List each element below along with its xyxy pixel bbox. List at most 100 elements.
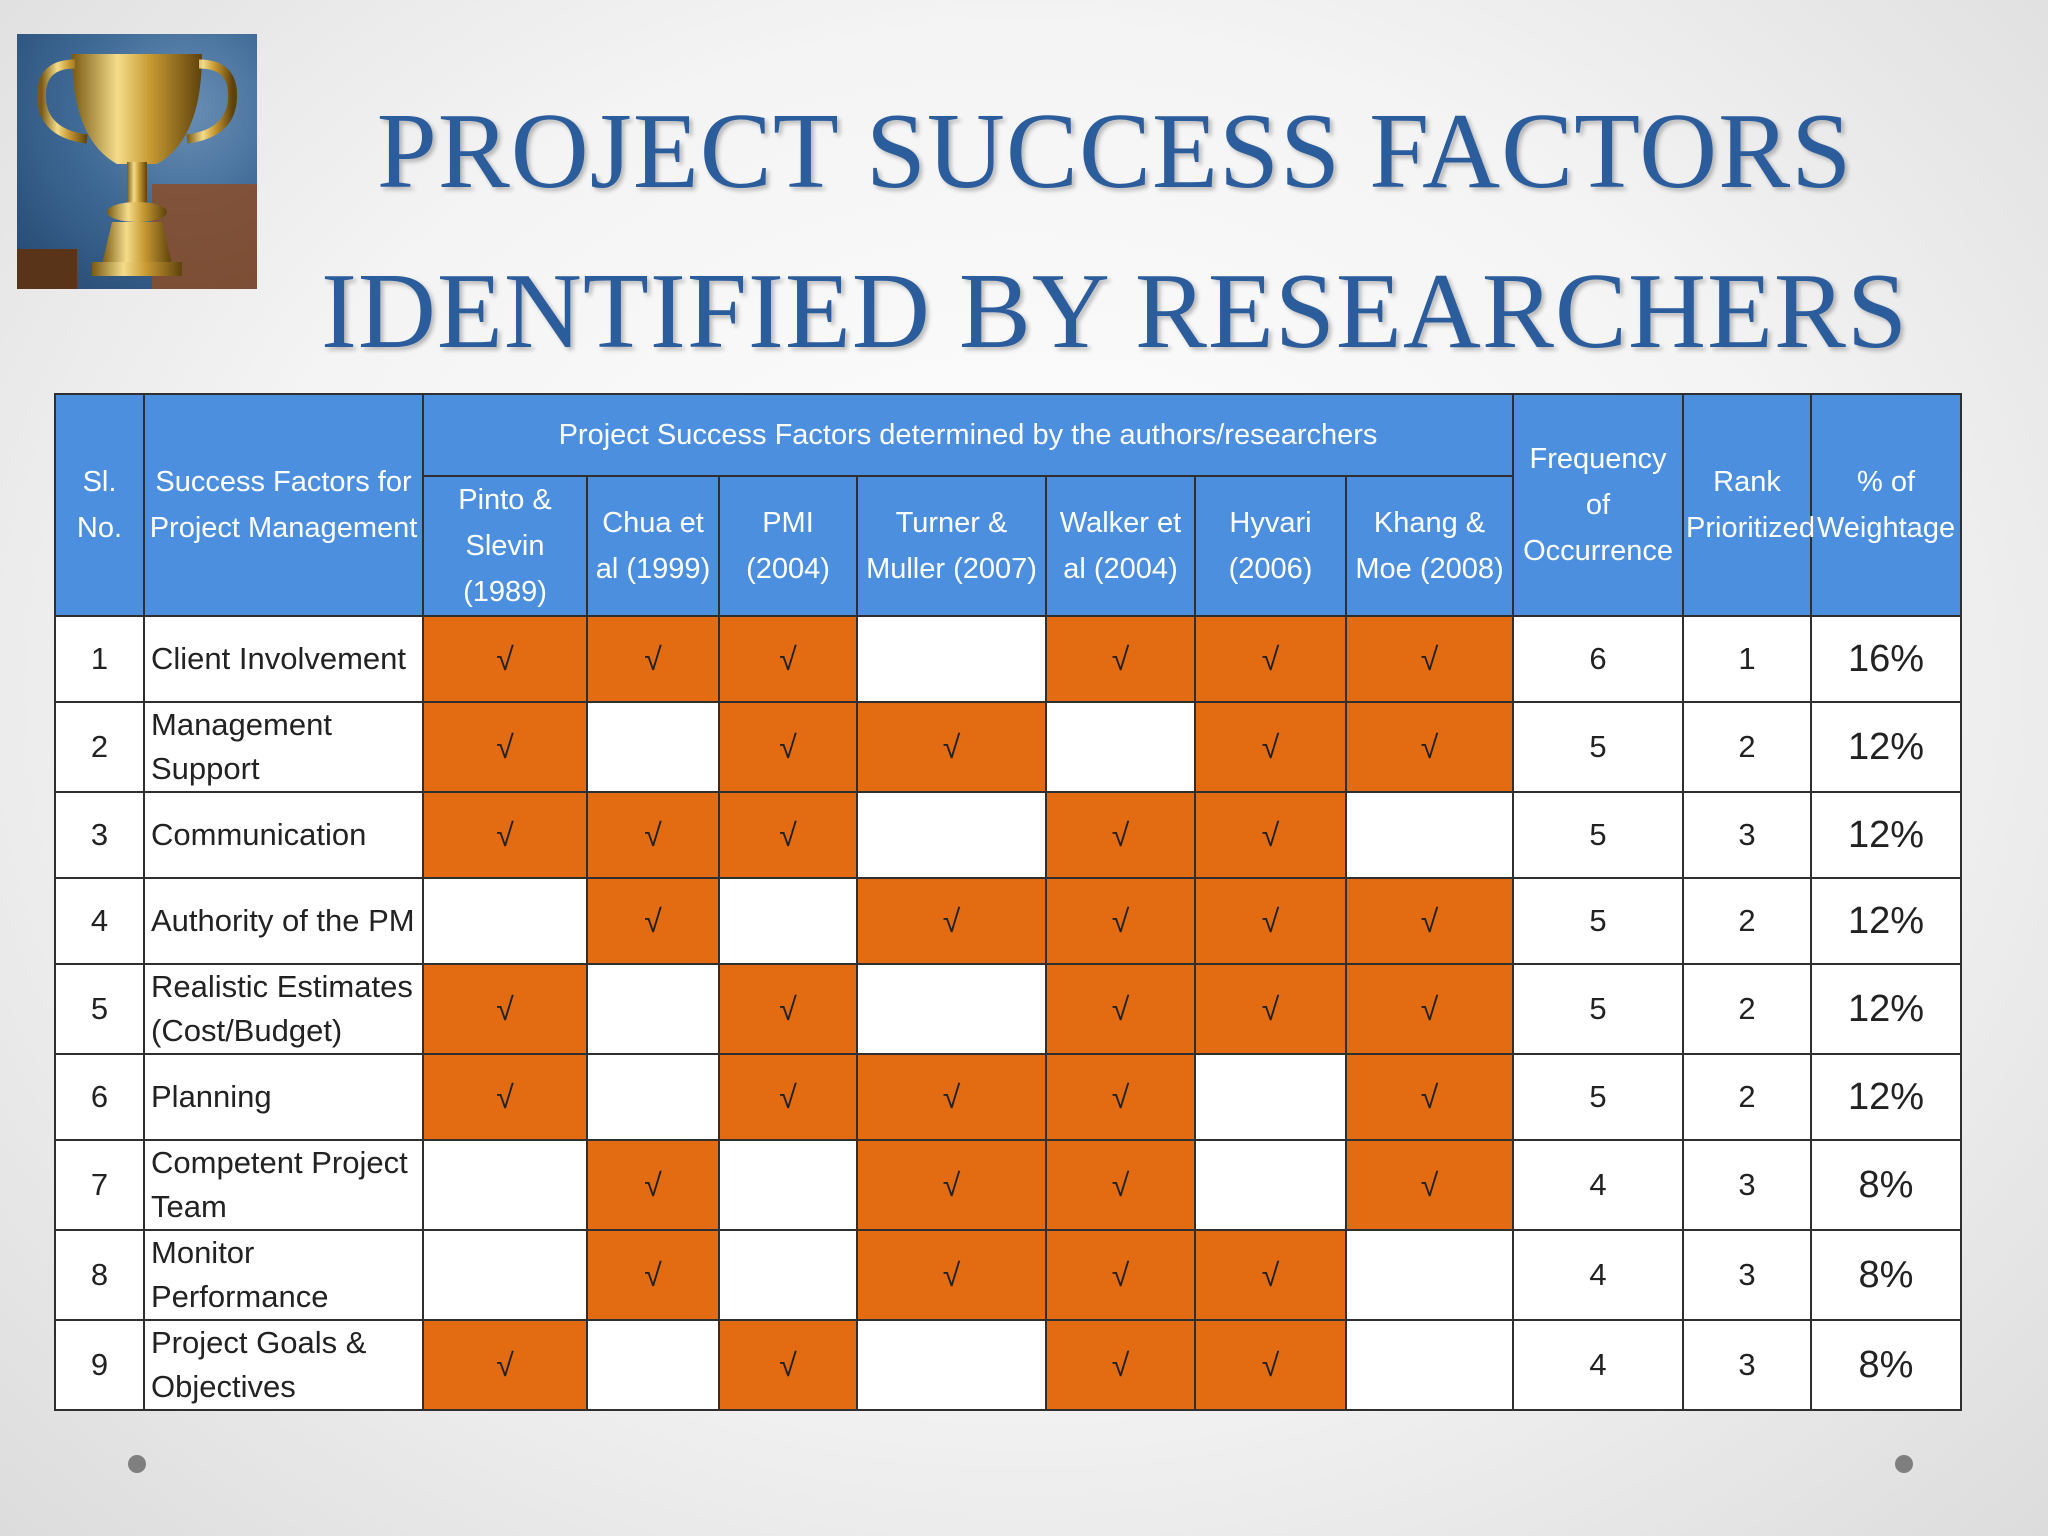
header-author: Turner & Muller (2007) [856,475,1047,617]
check-mark: √ [496,1346,514,1383]
row-frequency: 4 [1512,1139,1685,1231]
marked-cell: √ [856,1139,1047,1231]
row-number: 2 [54,701,145,793]
row-rank: 3 [1682,1229,1813,1321]
check-mark: √ [644,816,662,853]
check-mark: √ [779,1346,797,1383]
row-weightage: 12% [1810,791,1963,879]
marked-cell: √ [1344,615,1515,703]
check-mark: √ [496,640,514,677]
header-author: Hyvari (2006) [1194,475,1347,617]
empty-cell [718,877,858,965]
check-mark: √ [1261,902,1280,939]
row-factor: Management Support [143,701,424,793]
check-mark: √ [1111,640,1130,677]
row-weightage: 8% [1810,1319,1963,1411]
marked-cell: √ [1344,701,1515,793]
marked-cell: √ [1045,791,1196,879]
row-number: 6 [54,1053,145,1141]
row-frequency: 6 [1512,615,1685,703]
marked-cell: √ [422,791,588,879]
row-frequency: 5 [1512,791,1685,879]
empty-cell [586,1319,720,1411]
check-mark: √ [1420,990,1439,1027]
check-mark: √ [1111,1166,1130,1203]
check-mark: √ [779,728,797,765]
marked-cell: √ [1344,963,1515,1055]
header-factor: Success Factors for Project Management [143,393,424,617]
slide-title-line-1: PROJECT SUCCESS FACTORS [376,92,1853,211]
table-row: 3 Communication √ √ √ √ √ 5 3 12% [54,791,1963,879]
trophy-image [17,34,257,289]
marked-cell: √ [718,963,858,1055]
row-number: 3 [54,791,145,879]
table-row: 2 Management Support √ √ √ √ √ 5 2 12% [54,701,1963,793]
check-mark: √ [496,728,514,765]
row-number: 5 [54,963,145,1055]
check-mark: √ [1261,728,1280,765]
check-mark: √ [779,990,797,1027]
check-mark: √ [1111,1078,1130,1115]
check-mark: √ [1420,728,1439,765]
row-rank: 2 [1682,963,1813,1055]
check-mark: √ [942,1256,961,1293]
row-factor: Monitor Performance [143,1229,424,1321]
empty-cell [1344,1319,1515,1411]
marked-cell: √ [718,615,858,703]
slide-title-line-2: IDENTIFIED BY RESEARCHERS [320,252,1909,371]
header-author: Pinto & Slevin (1989) [422,475,588,617]
header-author: Khang & Moe (2008) [1344,475,1515,617]
marked-cell: √ [718,701,858,793]
row-factor: Project Goals & Objectives [143,1319,424,1411]
check-mark: √ [1420,1078,1439,1115]
marked-cell: √ [586,791,720,879]
table-body: 1 Client Involvement √ √ √ √ √ √ 6 1 16% 2 Managemen… [54,615,1963,1411]
empty-cell [1194,1139,1347,1231]
marked-cell: √ [856,877,1047,965]
empty-cell [1344,1229,1515,1321]
row-number: 9 [54,1319,145,1411]
row-weightage: 8% [1810,1139,1963,1231]
marked-cell: √ [1344,1139,1515,1231]
row-rank: 1 [1682,615,1813,703]
check-mark: √ [1261,816,1280,853]
check-mark: √ [1111,990,1130,1027]
slide-title: PROJECT SUCCESS FACTORS IDENTIFIED BY RE… [262,72,1967,392]
empty-cell [856,615,1047,703]
row-factor: Realistic Estimates (Cost/Budget) [143,963,424,1055]
empty-cell [856,963,1047,1055]
check-mark: √ [942,1166,961,1203]
row-weightage: 12% [1810,701,1963,793]
row-rank: 2 [1682,877,1813,965]
check-mark: √ [779,640,797,677]
empty-cell [1344,791,1515,879]
marked-cell: √ [586,615,720,703]
marked-cell: √ [1194,615,1347,703]
check-mark: √ [942,1078,961,1115]
dot-icon [128,1455,146,1473]
marked-cell: √ [1045,963,1196,1055]
table-row: 9 Project Goals & Objectives √ √ √ √ 4 3 8% [54,1319,1963,1411]
header-authors-group: Project Success Factors determined by th… [421,393,1515,477]
marked-cell: √ [586,877,720,965]
check-mark: √ [779,816,797,853]
table-row: 6 Planning √ √ √ √ √ 5 2 12% [54,1053,1963,1141]
marked-cell: √ [1045,1229,1196,1321]
row-number: 4 [54,877,145,965]
row-factor: Communication [143,791,424,879]
check-mark: √ [1261,990,1280,1027]
marked-cell: √ [1194,1319,1347,1411]
check-mark: √ [496,990,514,1027]
marked-cell: √ [586,1139,720,1231]
marked-cell: √ [718,791,858,879]
row-frequency: 4 [1512,1319,1685,1411]
header-rank: Rank Prioritized [1682,393,1815,617]
empty-cell [856,791,1047,879]
header-frequency: Frequency of Occurrence [1512,393,1685,617]
table-row: 8 Monitor Performance √ √ √ √ 4 3 8% [54,1229,1963,1321]
marked-cell: √ [718,1053,858,1141]
marked-cell: √ [856,1229,1047,1321]
dot-icon [1895,1455,1913,1473]
check-mark: √ [496,1078,514,1115]
check-mark: √ [1261,1256,1280,1293]
